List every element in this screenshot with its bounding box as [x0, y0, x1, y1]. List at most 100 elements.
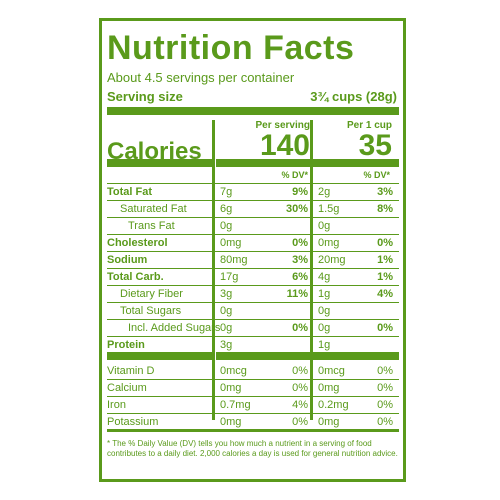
nutrient-row: Total Carb. 17g 6% 4g 1% — [107, 269, 397, 286]
top-thick-bar — [107, 107, 399, 115]
vitamin-bar-mid — [216, 352, 310, 360]
nutrient-dv-cup: 8% — [377, 203, 393, 215]
servings-per-container: About 4.5 servings per container — [107, 70, 295, 85]
vitamin-row: Calcium 0mg 0% 0mg 0% — [107, 380, 397, 397]
nutrient-dv-cup: 4% — [377, 288, 393, 300]
nutrient-name: Cholesterol — [107, 237, 168, 249]
vitamin-divider — [107, 396, 399, 397]
label-title: Nutrition Facts — [107, 29, 355, 67]
vitamin-dv-cup: 0% — [377, 416, 393, 428]
nutrient-row: Trans Fat 0g 0g — [107, 218, 397, 235]
vitamin-name: Vitamin D — [107, 365, 155, 377]
footnote: * The % Daily Value (DV) tells you how m… — [107, 439, 398, 458]
nutrient-amount-serving: 3g — [220, 288, 233, 300]
nutrient-name: Total Carb. — [107, 271, 164, 283]
per-cup-header: Per 1 cup — [346, 120, 392, 131]
column-separator-2 — [310, 120, 313, 420]
serving-size-value: 3¾ cups (28g) — [310, 89, 397, 104]
vitamin-amount-cup: 0mcg — [318, 365, 345, 377]
vitamin-amount-serving: 0.7mg — [220, 399, 251, 411]
vitamin-amount-serving: 0mg — [220, 382, 242, 394]
calories-per-cup: 35 — [358, 129, 392, 162]
column-separator-1 — [212, 120, 215, 420]
nutrient-amount-serving: 17g — [220, 271, 239, 283]
nutrient-row: Dietary Fiber 3g 11% 1g 4% — [107, 286, 397, 303]
nutrient-dv-cup: 3% — [377, 186, 393, 198]
calories-bar-mid — [216, 159, 310, 167]
vitamin-dv-serving: 0% — [292, 365, 308, 377]
nutrient-amount-serving: 0g — [220, 322, 233, 334]
nutrient-row: Sodium 80mg 3% 20mg 1% — [107, 252, 397, 269]
nutrient-name: Dietary Fiber — [120, 288, 183, 300]
nutrient-name: Trans Fat — [128, 220, 175, 232]
nutrient-amount-cup: 1g — [318, 288, 331, 300]
nutrient-name: Incl. Added Sugars — [128, 322, 221, 334]
nutrient-row: Cholesterol 0mg 0% 0mg 0% — [107, 235, 397, 252]
nutrient-amount-cup: 0g — [318, 322, 331, 334]
nutrient-divider — [107, 302, 399, 303]
vitamin-name: Iron — [107, 399, 126, 411]
nutrient-row: Total Sugars 0g 0g — [107, 303, 397, 320]
nutrient-amount-cup: 4g — [318, 271, 331, 283]
vitamin-amount-serving: 0mcg — [220, 365, 247, 377]
dv-header-cup: % DV* — [363, 170, 390, 180]
vitamin-name: Potassium — [107, 416, 159, 428]
nutrient-row: Saturated Fat 6g 30% 1.5g 8% — [107, 201, 397, 218]
nutrient-row: Incl. Added Sugars 0g 0% 0g 0% — [107, 320, 397, 337]
vitamin-amount-cup: 0.2mg — [318, 399, 349, 411]
nutrient-amount-cup: 20mg — [318, 254, 346, 266]
nutrient-name: Total Fat — [107, 186, 153, 198]
vitamin-name: Calcium — [107, 382, 147, 394]
footnote-line — [107, 429, 399, 432]
nutrient-amount-serving: 6g — [220, 203, 233, 215]
vitamin-bar-right — [313, 352, 399, 360]
nutrient-amount-cup: 1.5g — [318, 203, 340, 215]
nutrient-divider — [107, 268, 399, 269]
vitamin-dv-serving: 0% — [292, 416, 308, 428]
nutrient-dv-cup: 0% — [377, 322, 393, 334]
nutrient-dv-cup: 1% — [377, 271, 393, 283]
nutrient-divider — [107, 251, 399, 252]
vitamin-row: Iron 0.7mg 4% 0.2mg 0% — [107, 397, 397, 414]
nutrient-name: Saturated Fat — [120, 203, 187, 215]
nutrition-label: Nutrition Facts About 4.5 servings per c… — [99, 18, 406, 482]
nutrient-amount-serving: 0mg — [220, 237, 242, 249]
nutrient-dv-serving: 0% — [292, 322, 308, 334]
nutrient-amount-serving: 0g — [220, 305, 233, 317]
dv-header-serving: % DV* — [281, 170, 308, 180]
nutrient-divider — [107, 285, 399, 286]
nutrient-dv-serving: 0% — [292, 237, 308, 249]
serving-size-label: Serving size — [107, 89, 183, 104]
vitamin-dv-serving: 0% — [292, 382, 308, 394]
nutrient-divider — [107, 234, 399, 235]
nutrient-divider — [107, 217, 399, 218]
vitamin-bar-left — [107, 352, 214, 360]
calories-per-serving: 140 — [259, 129, 310, 162]
nutrient-amount-cup: 2g — [318, 186, 331, 198]
vitamin-amount-serving: 0mg — [220, 416, 242, 428]
per-serving-header: Per serving — [255, 120, 310, 131]
vitamin-divider — [107, 379, 399, 380]
nutrient-amount-cup: 1g — [318, 339, 331, 351]
nutrient-divider — [107, 200, 399, 201]
nutrient-dv-serving: 6% — [292, 271, 308, 283]
vitamin-row: Vitamin D 0mcg 0% 0mcg 0% — [107, 363, 397, 380]
vitamin-amount-cup: 0mg — [318, 416, 340, 428]
vitamin-amount-cup: 0mg — [318, 382, 340, 394]
nutrient-divider — [107, 319, 399, 320]
vitamin-divider — [107, 413, 399, 414]
vitamin-dv-cup: 0% — [377, 399, 393, 411]
serving-size-row: Serving size 3¾ cups (28g) — [107, 89, 397, 104]
nutrient-dv-serving: 30% — [285, 203, 308, 215]
nutrient-amount-serving: 80mg — [220, 254, 248, 266]
nutrient-dv-serving: 11% — [286, 288, 308, 300]
vitamin-dv-serving: 4% — [292, 399, 308, 411]
nutrient-amount-serving: 3g — [220, 339, 233, 351]
nutrient-amount-cup: 0g — [318, 305, 331, 317]
nutrient-divider — [107, 336, 399, 337]
nutrient-name: Total Sugars — [120, 305, 182, 317]
nutrient-amount-cup: 0mg — [318, 237, 340, 249]
nutrient-row: Total Fat 7g 9% 2g 3% — [107, 184, 397, 201]
nutrient-dv-cup: 0% — [377, 237, 393, 249]
nutrient-dv-cup: 1% — [377, 254, 393, 266]
